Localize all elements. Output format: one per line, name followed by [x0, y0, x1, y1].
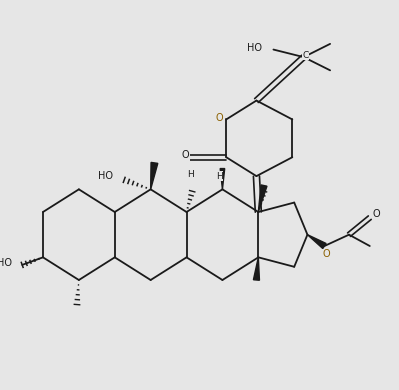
Text: O: O [215, 113, 223, 122]
Polygon shape [258, 185, 267, 212]
Text: C: C [302, 51, 309, 60]
Polygon shape [253, 257, 259, 280]
Text: H: H [216, 172, 223, 181]
Text: O: O [322, 249, 330, 259]
Text: O: O [372, 209, 380, 219]
Polygon shape [220, 168, 225, 189]
Polygon shape [151, 162, 158, 189]
Text: HO: HO [98, 171, 113, 181]
Text: O: O [182, 150, 190, 160]
Text: HO: HO [247, 43, 262, 53]
Polygon shape [308, 235, 326, 248]
Text: HO: HO [0, 258, 12, 268]
Text: H: H [187, 170, 194, 179]
